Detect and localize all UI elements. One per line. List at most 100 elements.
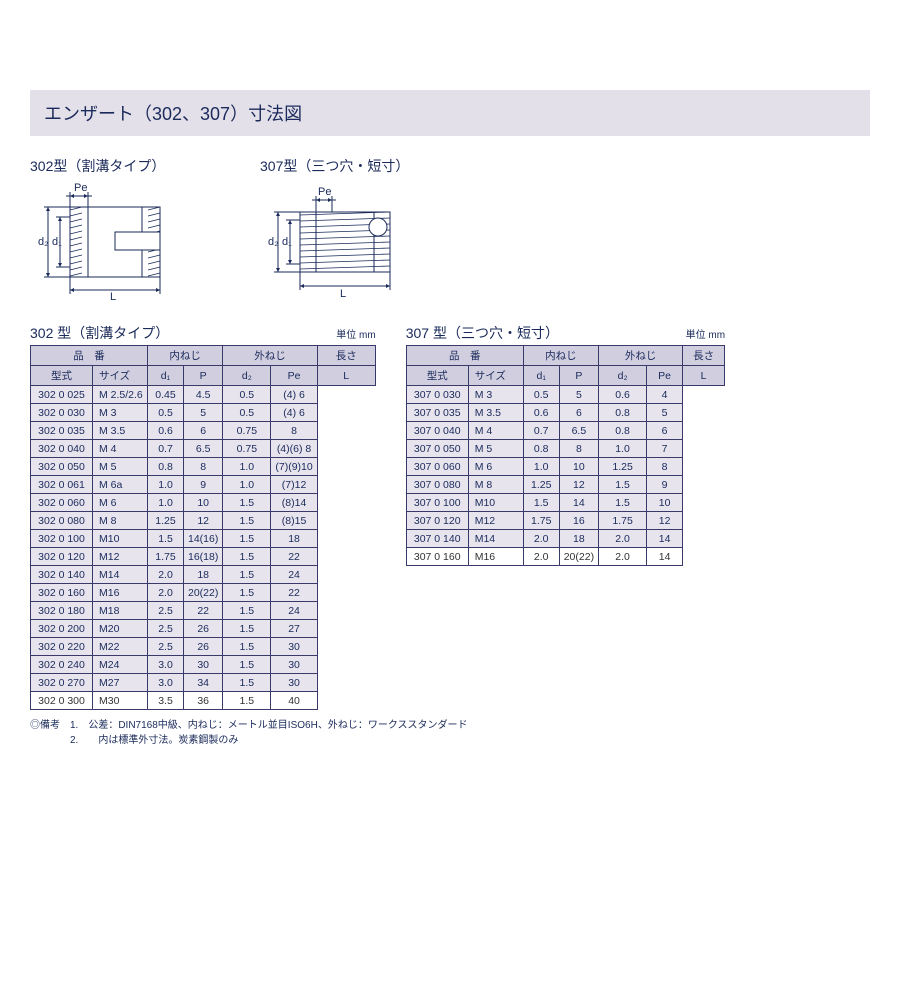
- table-cell: 0.8: [148, 458, 184, 476]
- table-cell: 5: [559, 386, 598, 404]
- table-cell: 307 0 160: [406, 548, 468, 566]
- table-cell: 6: [647, 422, 683, 440]
- table-302: 品 番 内ねじ 外ねじ 長さ 型式 サイズ d₁ P d₂ Pe L: [30, 345, 376, 710]
- table-cell: 8: [559, 440, 598, 458]
- table-cell: 0.5: [148, 404, 184, 422]
- table-cell: 1.5: [223, 512, 271, 530]
- diagram-row: 302型（割溝タイプ）: [30, 156, 870, 305]
- th-model: 型式: [31, 366, 93, 386]
- table-cell: 302 0 240: [31, 656, 93, 674]
- table-cell: 9: [184, 476, 223, 494]
- table-cell: (7)(9)10: [271, 458, 317, 476]
- th-p: P: [559, 366, 598, 386]
- table-row: 302 0 080M 81.25121.5(8)15: [31, 512, 376, 530]
- table-cell: 1.5: [148, 530, 184, 548]
- table-cell: 16: [559, 512, 598, 530]
- svg-text:L: L: [110, 291, 116, 302]
- table-cell: 36: [184, 692, 223, 710]
- th-len: 長さ: [683, 346, 725, 366]
- table-cell: 0.5: [223, 386, 271, 404]
- table-cell: 20(22): [184, 584, 223, 602]
- th-size: サイズ: [93, 366, 148, 386]
- table-cell: 34: [184, 674, 223, 692]
- table-row: 302 0 200M202.5261.527: [31, 620, 376, 638]
- table-cell: 1.0: [599, 440, 647, 458]
- table-cell: 307 0 060: [406, 458, 468, 476]
- table-cell: 2.5: [148, 620, 184, 638]
- table-cell: M 5: [93, 458, 148, 476]
- table-cell: 2.0: [599, 548, 647, 566]
- table-cell: (4)(6) 8: [271, 440, 317, 458]
- table-cell: 4.5: [184, 386, 223, 404]
- table-cell: M16: [93, 584, 148, 602]
- table-cell: 0.7: [148, 440, 184, 458]
- table-cell: 1.5: [223, 566, 271, 584]
- table-cell: 0.6: [599, 386, 647, 404]
- svg-text:Pe: Pe: [318, 186, 331, 198]
- table-cell: 2.5: [148, 602, 184, 620]
- table-cell: 302 0 035: [31, 422, 93, 440]
- table-cell: 1.75: [599, 512, 647, 530]
- table-cell: 3.0: [148, 656, 184, 674]
- table-cell: 12: [647, 512, 683, 530]
- table-cell: 30: [271, 674, 317, 692]
- table-cell: M14: [468, 530, 523, 548]
- diagram-307-svg: Pe d₂ d₁ L: [260, 182, 430, 302]
- th-size: サイズ: [468, 366, 523, 386]
- table-row: 307 0 160M162.020(22)2.014: [406, 548, 724, 566]
- table-cell: 30: [271, 656, 317, 674]
- note-2: 2. 内は標準外寸法。炭素鋼製のみ: [30, 733, 870, 748]
- table-cell: 2.0: [148, 566, 184, 584]
- table-cell: 302 0 060: [31, 494, 93, 512]
- table-cell: 307 0 040: [406, 422, 468, 440]
- svg-text:d₁: d₁: [282, 236, 292, 248]
- table-cell: M22: [93, 638, 148, 656]
- table-cell: (7)12: [271, 476, 317, 494]
- table-cell: 302 0 061: [31, 476, 93, 494]
- svg-text:d₁: d₁: [52, 236, 62, 248]
- table-cell: 30: [271, 638, 317, 656]
- table-row: 302 0 120M121.7516(18)1.522: [31, 548, 376, 566]
- table-307-title: 307 型（三つ穴・短寸）: [406, 323, 559, 343]
- th-model: 型式: [406, 366, 468, 386]
- table-cell: M 6: [468, 458, 523, 476]
- table-cell: 1.5: [223, 638, 271, 656]
- table-cell: M 6a: [93, 476, 148, 494]
- table-cell: 12: [559, 476, 598, 494]
- svg-text:L: L: [340, 288, 346, 300]
- table-cell: 0.7: [523, 422, 559, 440]
- table-cell: M 3.5: [468, 404, 523, 422]
- diagram-302: 302型（割溝タイプ）: [30, 156, 200, 305]
- table-cell: 6: [184, 422, 223, 440]
- table-cell: 302 0 220: [31, 638, 93, 656]
- table-cell: 307 0 120: [406, 512, 468, 530]
- table-cell: 7: [647, 440, 683, 458]
- table-cell: 1.5: [223, 692, 271, 710]
- table-cell: 0.8: [599, 404, 647, 422]
- table-row: 302 0 160M162.020(22)1.522: [31, 584, 376, 602]
- table-cell: 302 0 030: [31, 404, 93, 422]
- table-307: 品 番 内ねじ 外ねじ 長さ 型式 サイズ d₁ P d₂ Pe L: [406, 345, 725, 566]
- table-cell: 26: [184, 620, 223, 638]
- table-cell: M 2.5/2.6: [93, 386, 148, 404]
- table-cell: 2.0: [523, 530, 559, 548]
- table-cell: M16: [468, 548, 523, 566]
- table-cell: 22: [271, 548, 317, 566]
- diagram-302-label: 302型（割溝タイプ）: [30, 156, 200, 176]
- diagram-302-svg: Pe d₂ d₁ L: [30, 182, 200, 302]
- table-cell: 14: [647, 548, 683, 566]
- table-cell: 3.5: [148, 692, 184, 710]
- table-302-block: 302 型（割溝タイプ） 単位 mm 品 番 内ねじ 外ねじ 長さ 型式 サイズ…: [30, 323, 376, 710]
- table-cell: 1.25: [523, 476, 559, 494]
- table-row: 307 0 080M 81.25121.59: [406, 476, 724, 494]
- table-cell: 1.25: [599, 458, 647, 476]
- table-row: 302 0 270M273.0341.530: [31, 674, 376, 692]
- table-cell: 5: [647, 404, 683, 422]
- table-cell: M12: [468, 512, 523, 530]
- table-cell: 1.5: [599, 494, 647, 512]
- table-cell: 0.8: [523, 440, 559, 458]
- table-cell: 2.0: [523, 548, 559, 566]
- table-cell: 6.5: [559, 422, 598, 440]
- table-row: 302 0 140M142.0181.524: [31, 566, 376, 584]
- table-cell: 302 0 080: [31, 512, 93, 530]
